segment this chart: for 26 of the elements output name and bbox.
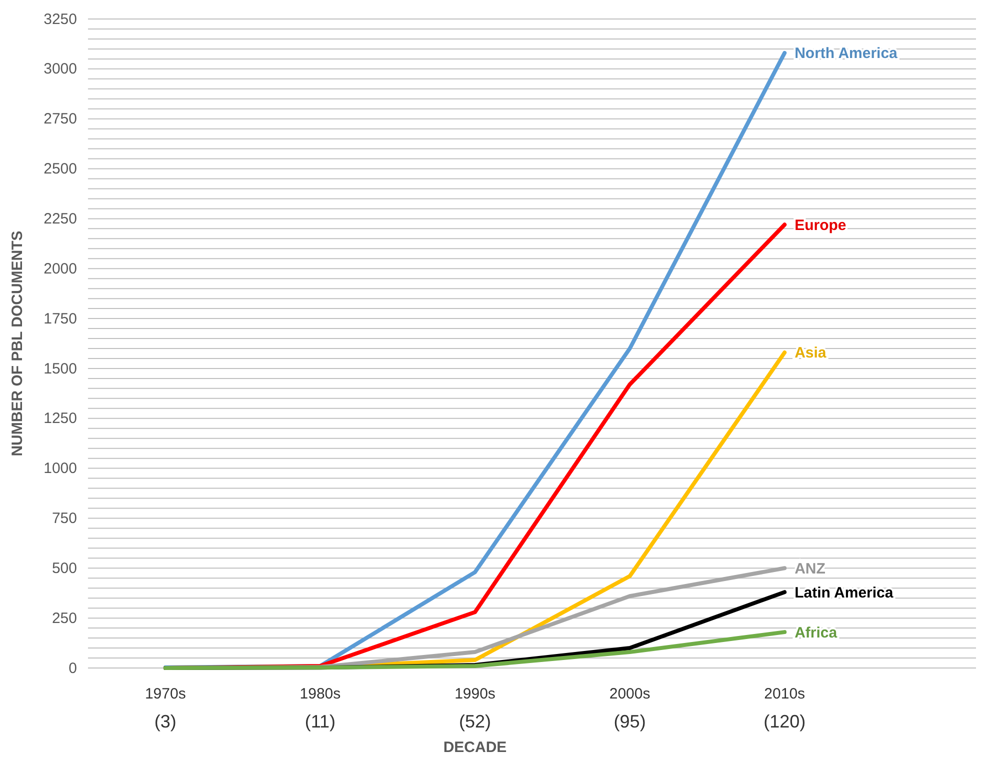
x-tick-label: 2010s (120) (764, 686, 806, 732)
y-axis-title: NUMBER OF PBL DOCUMENTS (9, 230, 26, 456)
y-tick-label: 0 (68, 660, 77, 677)
y-tick-label: 500 (52, 560, 77, 577)
series-label: Latin America (794, 584, 894, 602)
series-label: Europe (794, 216, 846, 234)
x-tick-label: 1980s (11) (300, 686, 341, 732)
y-tick-label: 2250 (44, 210, 77, 228)
y-tick-label: 1000 (44, 460, 77, 478)
y-tick-label: 3000 (44, 60, 77, 78)
x-tick-label: 1970s (3) (144, 686, 186, 732)
x-tick-label: 1990s (52) (454, 686, 496, 732)
series-label: Africa (794, 624, 838, 642)
y-tick-label: 1750 (44, 310, 77, 328)
y-tick-label: 1250 (44, 410, 77, 428)
x-axis-title: DECADE (443, 739, 507, 756)
x-tick-label: 2000s (95) (609, 686, 650, 732)
y-tick-label: 2750 (44, 110, 77, 128)
y-tick-label: 1500 (44, 360, 77, 378)
y-tick-label: 250 (52, 610, 77, 627)
y-tick-label: 2000 (44, 260, 77, 278)
y-tick-label: 2500 (44, 160, 77, 178)
y-tick-label: 3250 (44, 10, 77, 28)
y-tick-label: 750 (52, 510, 77, 528)
series-label: North America (794, 45, 898, 62)
series-label: Asia (794, 344, 827, 362)
